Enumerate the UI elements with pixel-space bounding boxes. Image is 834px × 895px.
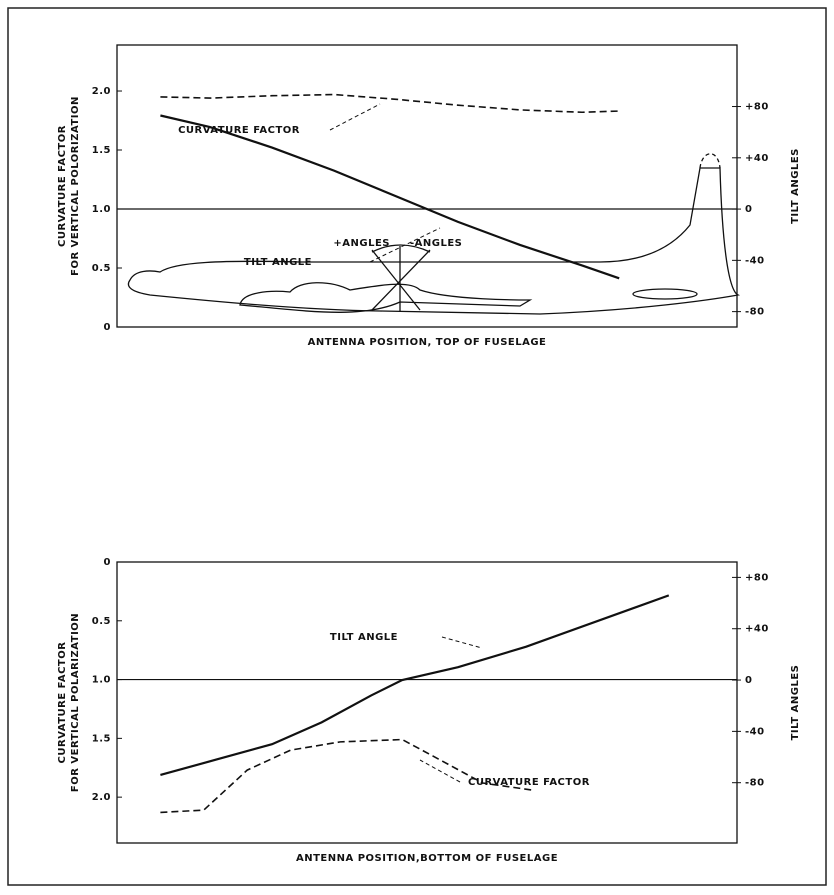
plot-frame xyxy=(116,44,738,328)
series-annotation: TILT ANGLE xyxy=(330,632,398,643)
y2-tick-label: 0 xyxy=(745,204,752,215)
y-tick-label: 1.0 xyxy=(92,204,111,215)
angle-label: -ANGLES xyxy=(410,238,462,249)
y-tick-label: 2.0 xyxy=(92,792,111,803)
y-tick-label: 1.5 xyxy=(92,733,111,744)
y2-axis-label: TILT ANGLES xyxy=(790,665,801,741)
y-axis-label: FOR VERTICAL POLARIZATION xyxy=(70,613,81,792)
series-line xyxy=(160,93,620,114)
angle-label: +ANGLES xyxy=(333,238,390,249)
y-tick-label: 0.5 xyxy=(92,616,111,627)
frame xyxy=(7,7,827,886)
series-line xyxy=(160,738,533,814)
x-axis-label: ANTENNA POSITION, TOP OF FUSELAGE xyxy=(308,337,547,348)
y2-tick-label: +80 xyxy=(745,102,769,113)
series-annotation: TILT ANGLE xyxy=(244,257,312,268)
y2-tick-label: -80 xyxy=(745,778,765,789)
y-tick-label: 0.5 xyxy=(92,263,111,274)
y2-tick-label: +40 xyxy=(745,624,769,635)
y-axis-label: CURVATURE FACTOR xyxy=(57,125,68,247)
y2-axis-label: TILT ANGLES xyxy=(790,148,801,224)
leader-line xyxy=(329,103,381,131)
y2-tick-label: 0 xyxy=(745,675,752,686)
y-tick-label: 1.5 xyxy=(92,145,111,156)
y2-tick-label: -40 xyxy=(745,726,765,737)
angle-line xyxy=(371,249,421,311)
y-tick-label: 0 xyxy=(104,557,111,568)
x-axis-label: ANTENNA POSITION,BOTTOM OF FUSELAGE xyxy=(296,853,558,864)
wing-engine xyxy=(239,282,533,313)
leader-line xyxy=(369,227,441,263)
fuselage xyxy=(127,167,741,315)
series-annotation: CURVATURE FACTOR xyxy=(178,125,300,136)
y-axis-label: FOR VERTICAL POLORIZATION xyxy=(70,96,81,276)
y2-tick-label: +40 xyxy=(745,153,769,164)
y2-tick-label: -80 xyxy=(745,307,765,318)
y2-tick-label: -40 xyxy=(745,255,765,266)
y-tick-label: 1.0 xyxy=(92,675,111,686)
series-line xyxy=(160,114,620,280)
plot-frame xyxy=(116,561,738,844)
y2-tick-label: +80 xyxy=(745,572,769,583)
stabilizer xyxy=(632,288,698,300)
y-tick-label: 2.0 xyxy=(92,86,111,97)
fin-top xyxy=(699,153,721,169)
y-axis-label: CURVATURE FACTOR xyxy=(57,642,68,764)
series-line xyxy=(160,594,670,777)
angle-arc xyxy=(371,244,431,253)
leader-line xyxy=(419,759,461,783)
y-tick-label: 0 xyxy=(104,322,111,333)
angle-line xyxy=(371,249,431,311)
series-annotation: CURVATURE FACTOR xyxy=(468,777,590,788)
airplane xyxy=(127,153,741,315)
